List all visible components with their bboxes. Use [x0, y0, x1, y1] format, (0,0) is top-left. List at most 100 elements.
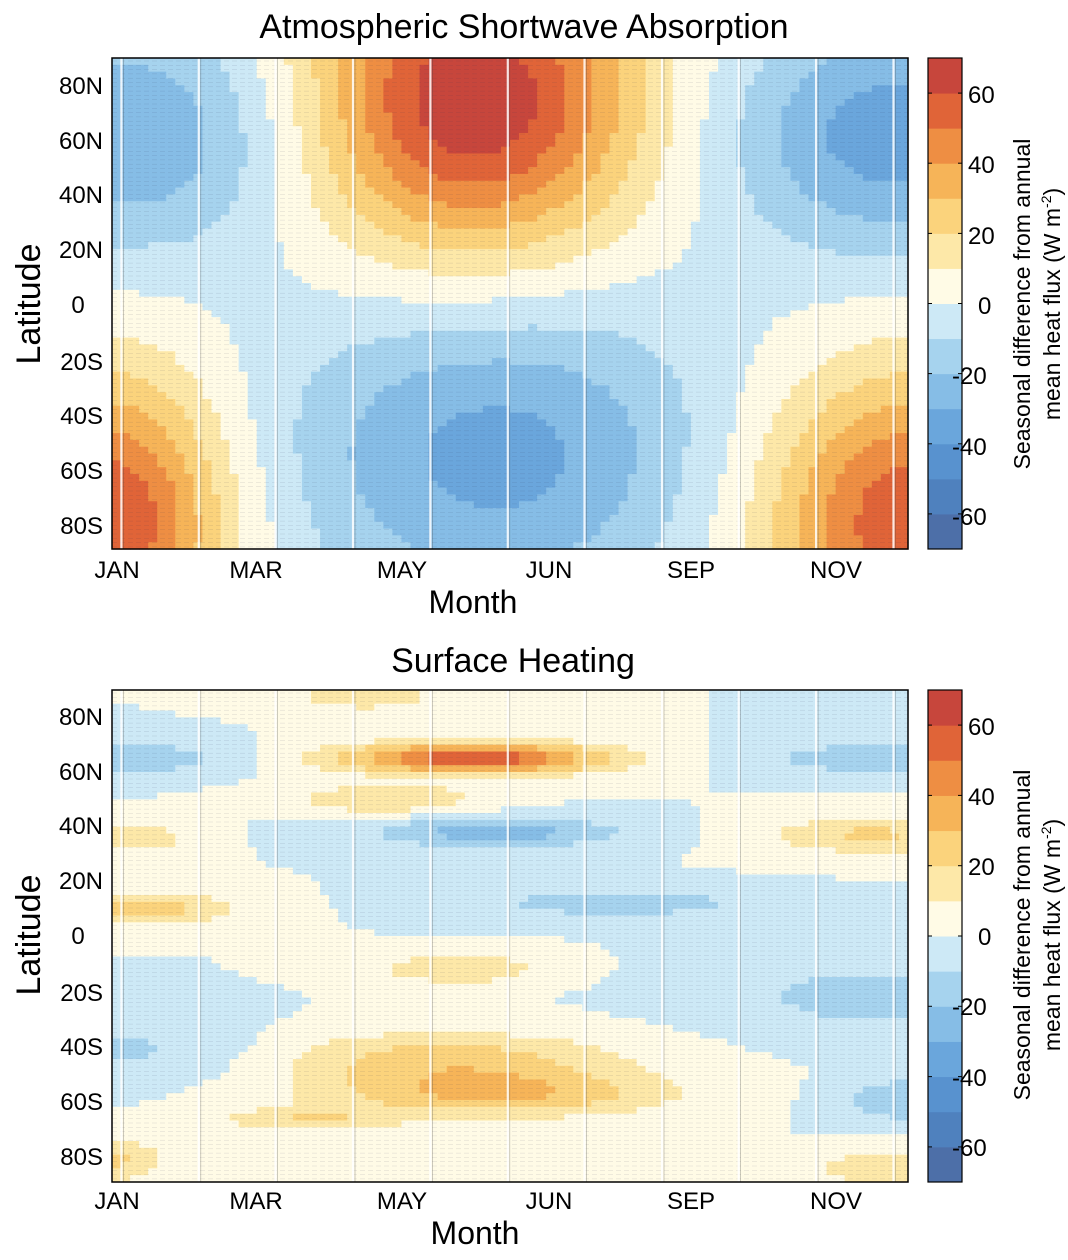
- heatmap-cell: [365, 296, 375, 305]
- heatmap-cell: [311, 378, 321, 386]
- heatmap-cell: [220, 426, 231, 434]
- heatmap-cell: [121, 160, 131, 168]
- heatmap-cell: [455, 419, 466, 427]
- heatmap-cell: [564, 78, 574, 86]
- heatmap-cell: [283, 92, 294, 100]
- heatmap-cell: [555, 64, 565, 73]
- heatmap-cell: [274, 262, 285, 270]
- heatmap-cell: [202, 521, 213, 530]
- heatmap-cell: [202, 98, 213, 107]
- heatmap-cell: [482, 487, 493, 496]
- heatmap-cell: [437, 105, 448, 114]
- heatmap-cell: [419, 317, 430, 325]
- heatmap-cell: [238, 289, 249, 298]
- heatmap-cell: [627, 235, 638, 243]
- heatmap-cell: [383, 494, 394, 502]
- heatmap-cell: [265, 64, 276, 73]
- heatmap-cell: [392, 235, 403, 243]
- heatmap-cell: [274, 303, 285, 311]
- heatmap-cell: [139, 412, 149, 421]
- heatmap-cell: [139, 439, 149, 448]
- heatmap-cell: [600, 358, 611, 366]
- heatmap-cell: [301, 98, 312, 107]
- heatmap-cell: [636, 501, 647, 509]
- heatmap-cell: [229, 405, 240, 414]
- heatmap-cell: [437, 283, 448, 291]
- heatmap-cell: [428, 71, 439, 80]
- heatmap-cell: [238, 71, 249, 80]
- heatmap-cell: [591, 446, 602, 455]
- heatmap-cell: [510, 221, 520, 230]
- heatmap-cell: [654, 112, 665, 120]
- heatmap-cell: [356, 323, 366, 332]
- heatmap-cell: [654, 173, 665, 182]
- heatmap-cell: [247, 535, 258, 543]
- heatmap-cell: [166, 146, 176, 155]
- heatmap-cell: [401, 296, 412, 305]
- heatmap-cell: [681, 514, 692, 523]
- heatmap-cell: [473, 344, 484, 352]
- heatmap-cell: [437, 398, 448, 407]
- heatmap-cell: [600, 58, 611, 66]
- heatmap-cell: [202, 167, 213, 175]
- heatmap-cell: [274, 358, 285, 366]
- heatmap-cell: [519, 453, 529, 461]
- heatmap-cell: [654, 194, 665, 202]
- heatmap-cell: [311, 133, 321, 141]
- heatmap-cell: [157, 283, 167, 291]
- heatmap-cell: [446, 283, 457, 291]
- heatmap-cell: [528, 58, 538, 66]
- heatmap-cell: [618, 228, 629, 236]
- heatmap-cell: [510, 433, 520, 441]
- heatmap-cell: [491, 378, 502, 386]
- heatmap-cell: [220, 187, 231, 195]
- heatmap-cell: [130, 371, 140, 380]
- heatmap-cell: [383, 276, 394, 284]
- heatmap-cell: [546, 139, 556, 148]
- heatmap-cell: [564, 248, 574, 257]
- heatmap-cell: [464, 214, 475, 223]
- heatmap-cell: [301, 71, 312, 80]
- heatmap-cell: [166, 323, 176, 332]
- heatmap-cell: [555, 296, 565, 305]
- heatmap-cell: [627, 262, 638, 270]
- heatmap-cell: [491, 85, 502, 93]
- heatmap-cell: [690, 494, 701, 502]
- heatmap-cell: [464, 221, 475, 230]
- heatmap-cell: [699, 201, 710, 209]
- heatmap-cell: [681, 460, 692, 468]
- heatmap-cell: [727, 180, 737, 189]
- heatmap-cell: [428, 460, 439, 468]
- heatmap-cell: [573, 133, 583, 141]
- heatmap-cell: [519, 283, 529, 291]
- heatmap-cell: [663, 508, 674, 516]
- heatmap-cell: [455, 242, 466, 250]
- heatmap-cell: [699, 467, 710, 475]
- heatmap-cell: [157, 180, 167, 189]
- heatmap-cell: [618, 167, 629, 175]
- heatmap-cell: [166, 480, 176, 489]
- heatmap-cell: [265, 392, 276, 400]
- heatmap-cell: [292, 235, 303, 243]
- heatmap-cell: [274, 105, 285, 114]
- heatmap-cell: [130, 358, 140, 366]
- heatmap-cell: [383, 412, 394, 421]
- heatmap-cell: [528, 358, 538, 366]
- heatmap-cell: [112, 167, 122, 175]
- heatmap-cell: [130, 283, 140, 291]
- heatmap-cell: [338, 460, 348, 468]
- heatmap-cell: [537, 201, 547, 209]
- heatmap-cell: [401, 58, 412, 66]
- heatmap-cell: [139, 208, 149, 216]
- heatmap-cell: [491, 167, 502, 175]
- heatmap-cell: [356, 133, 366, 141]
- heatmap-cell: [618, 146, 629, 155]
- heatmap-cell: [274, 119, 285, 127]
- heatmap-cell: [374, 412, 384, 421]
- heatmap-cell: [482, 173, 493, 182]
- heatmap-cell: [320, 248, 330, 257]
- heatmap-cell: [311, 371, 321, 380]
- heatmap-cell: [437, 323, 448, 332]
- heatmap-cell: [654, 201, 665, 209]
- heatmap-cell: [672, 494, 683, 502]
